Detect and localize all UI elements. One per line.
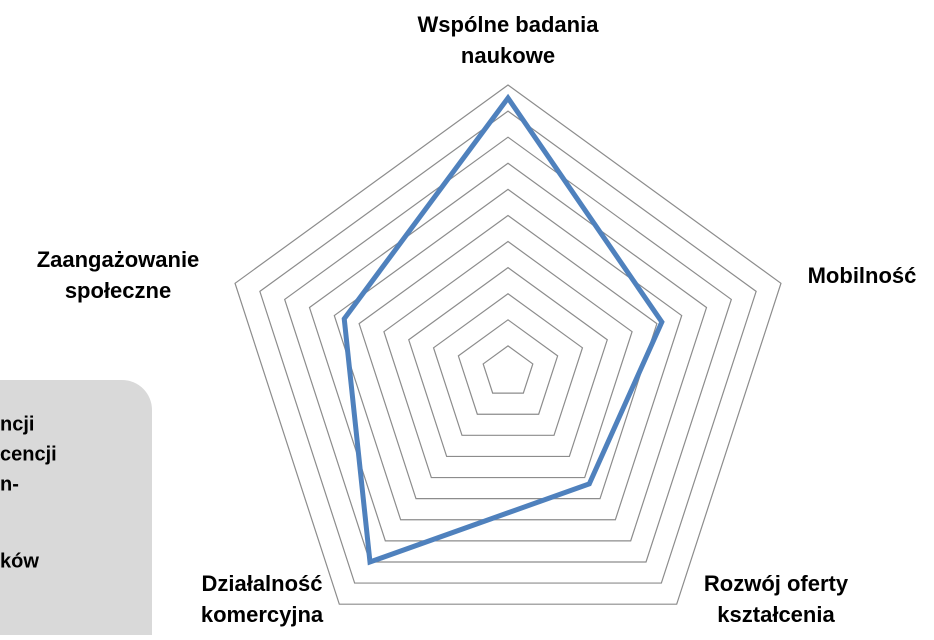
series-line	[341, 93, 665, 566]
grid-ring	[283, 136, 733, 563]
panel-text: ków	[0, 550, 39, 572]
grid-ring	[358, 214, 658, 500]
panel-text: n-	[0, 473, 19, 495]
category-label: Zaangażowanie	[37, 247, 200, 272]
category-label: Rozwój oferty	[704, 571, 849, 596]
panel-text: cencji	[0, 443, 57, 465]
grid-ring	[308, 162, 708, 542]
grid-ring	[234, 84, 782, 605]
side-panel	[0, 380, 152, 640]
category-label: kształcenia	[717, 602, 835, 627]
panel-text: ncji	[0, 413, 34, 435]
category-label: społeczne	[65, 278, 171, 303]
grid-ring	[408, 266, 608, 458]
category-label: Działalność	[201, 571, 322, 596]
grid-ring	[457, 319, 559, 415]
grid-ring	[432, 292, 584, 436]
grid-ring	[482, 345, 534, 394]
category-label: komercyjna	[201, 602, 324, 627]
grid-ring	[383, 240, 633, 479]
grid-ring	[333, 188, 683, 521]
category-label: naukowe	[461, 43, 555, 68]
grid-ring	[259, 110, 757, 584]
category-label: Wspólne badania	[418, 12, 600, 37]
category-label: Mobilność	[808, 263, 917, 288]
